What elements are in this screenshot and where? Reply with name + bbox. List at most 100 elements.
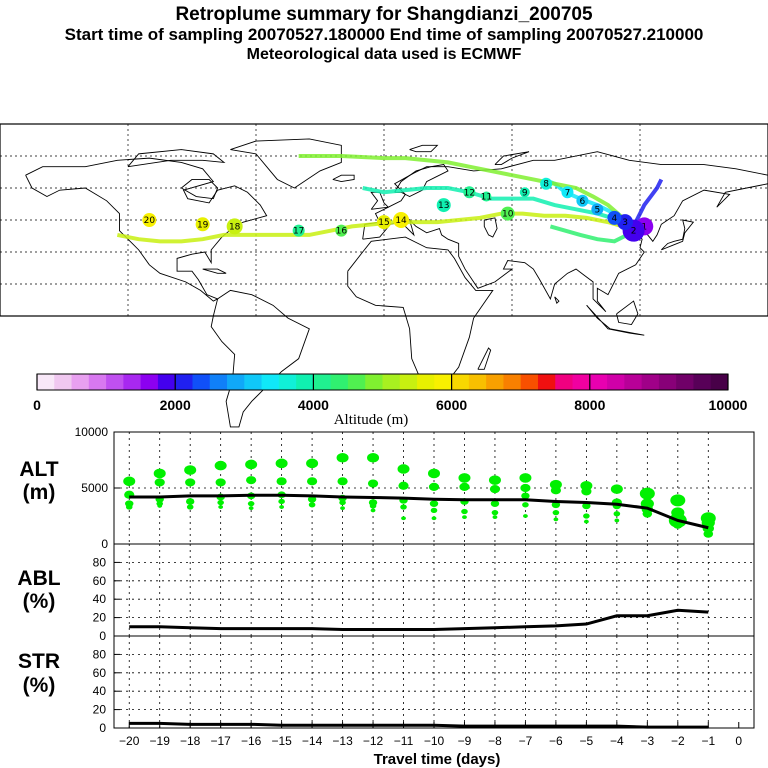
cluster-marker xyxy=(393,212,410,228)
cluster-label: 7 xyxy=(565,188,571,198)
colorbar-swatch xyxy=(330,374,349,390)
coastline xyxy=(494,151,530,165)
alt-cluster-point xyxy=(553,517,559,522)
colorbar-tick-label: 4000 xyxy=(298,397,329,413)
colorbar-swatch xyxy=(88,374,107,390)
x-tick-label: −14 xyxy=(302,734,323,748)
alt-cluster-point xyxy=(490,500,500,508)
cluster-label: 20 xyxy=(144,216,156,226)
abl-ytick-label: 40 xyxy=(93,592,107,606)
cluster-label: 6 xyxy=(580,197,586,207)
colorbar-swatch xyxy=(123,374,142,390)
coastline-map-icon xyxy=(25,138,768,428)
alt-cluster-point xyxy=(306,458,319,469)
alt-cluster-point xyxy=(581,487,592,496)
x-axis-label: Travel time (days) xyxy=(374,751,501,768)
str-ytick-label: 40 xyxy=(93,684,107,698)
cluster-marker xyxy=(576,194,589,207)
alt-cluster-point xyxy=(519,473,532,483)
altitude-colorbar: 0 2000 4000 6000 8000 10000 Altitude (m) xyxy=(33,373,748,428)
x-tick-label: −10 xyxy=(424,734,445,748)
alt-cluster-point xyxy=(157,504,163,508)
alt-cluster-point xyxy=(367,452,380,463)
x-tick-label: −18 xyxy=(180,734,201,748)
alt-cluster-point xyxy=(428,468,440,479)
colorbar-swatch xyxy=(106,374,124,390)
alt-cluster-point xyxy=(462,515,467,520)
colorbar-swatch xyxy=(192,374,211,390)
alt-panel: ALT (m) 0 5000 10000 xyxy=(19,425,755,551)
trajectory-path xyxy=(298,154,636,232)
alt-cluster-point xyxy=(673,521,683,529)
alt-cluster-point xyxy=(367,479,379,488)
str-frame xyxy=(113,635,755,729)
alt-cluster-point xyxy=(339,499,346,506)
alt-mean-line xyxy=(129,493,709,530)
colorbar-swatch xyxy=(503,374,522,390)
alt-cluster-point xyxy=(583,519,589,524)
cluster-label: 13 xyxy=(438,201,449,211)
colorbar-swatch xyxy=(399,374,418,390)
alt-cluster-point xyxy=(246,476,257,485)
colorbar-swatch xyxy=(641,374,660,390)
sampling-time-subtitle: Start time of sampling 20070527.180000 E… xyxy=(64,25,704,44)
alt-cluster-point xyxy=(431,516,437,521)
colorbar-swatch xyxy=(365,374,383,390)
colorbar-swatch xyxy=(555,374,574,390)
x-tick-label: −6 xyxy=(549,734,563,748)
abl-ylabel: ABL xyxy=(17,567,60,590)
cluster-marker xyxy=(335,224,348,237)
cluster-label: 17 xyxy=(293,227,304,237)
coastline xyxy=(394,164,449,198)
x-tick-label: 0 xyxy=(735,734,742,748)
cluster-marker xyxy=(377,215,391,230)
alt-cluster-point xyxy=(639,487,655,500)
cluster-marker xyxy=(591,203,604,216)
cluster-marker xyxy=(436,198,451,213)
abl-ylabel-unit: (%) xyxy=(23,590,56,613)
x-tick-label: −3 xyxy=(640,734,654,748)
cluster-label: 16 xyxy=(336,227,348,237)
colorbar-swatch xyxy=(278,374,297,390)
alt-cluster-point xyxy=(370,508,376,513)
colorbar-swatch xyxy=(537,374,556,390)
x-tick-label: −9 xyxy=(458,734,472,748)
str-ylabel-unit: (%) xyxy=(23,674,56,697)
colorbar-tick-label: 6000 xyxy=(436,397,467,413)
alt-cluster-point xyxy=(214,460,227,471)
colorbar-tick-label: 8000 xyxy=(574,397,605,413)
cluster-label: 5 xyxy=(594,205,600,215)
cluster-marker xyxy=(292,224,305,237)
alt-ytick-label: 5000 xyxy=(81,481,108,495)
str-ytick-label: 20 xyxy=(93,703,107,717)
colorbar-swatch xyxy=(468,374,487,390)
colorbar-swatch xyxy=(244,374,263,390)
alt-cluster-point xyxy=(670,494,686,507)
alt-cluster-point xyxy=(610,484,623,494)
colorbar-tick-label: 10000 xyxy=(709,397,748,413)
cluster-marker xyxy=(195,217,210,232)
alt-cluster-point xyxy=(184,465,197,475)
colorbar-swatch xyxy=(347,374,366,390)
x-tick-label: −1 xyxy=(701,734,715,748)
cluster-marker xyxy=(519,187,530,198)
colorbar-swatch xyxy=(607,374,625,390)
str-ytick-label: 0 xyxy=(99,721,106,735)
colorbar-swatch xyxy=(209,374,228,390)
alt-cluster-point xyxy=(217,499,224,506)
colorbar-swatch xyxy=(693,374,712,390)
coastline xyxy=(25,157,268,302)
coastline xyxy=(483,217,498,238)
coastline xyxy=(127,149,226,168)
coastline xyxy=(554,296,560,305)
alt-cluster-point xyxy=(154,478,165,487)
abl-ytick-label: 20 xyxy=(93,611,107,625)
colorbar-swatch xyxy=(486,374,504,390)
alt-cluster-point xyxy=(492,515,498,520)
cluster-marker xyxy=(463,186,476,199)
colorbar-swatch xyxy=(417,374,435,390)
coastline xyxy=(477,347,492,370)
